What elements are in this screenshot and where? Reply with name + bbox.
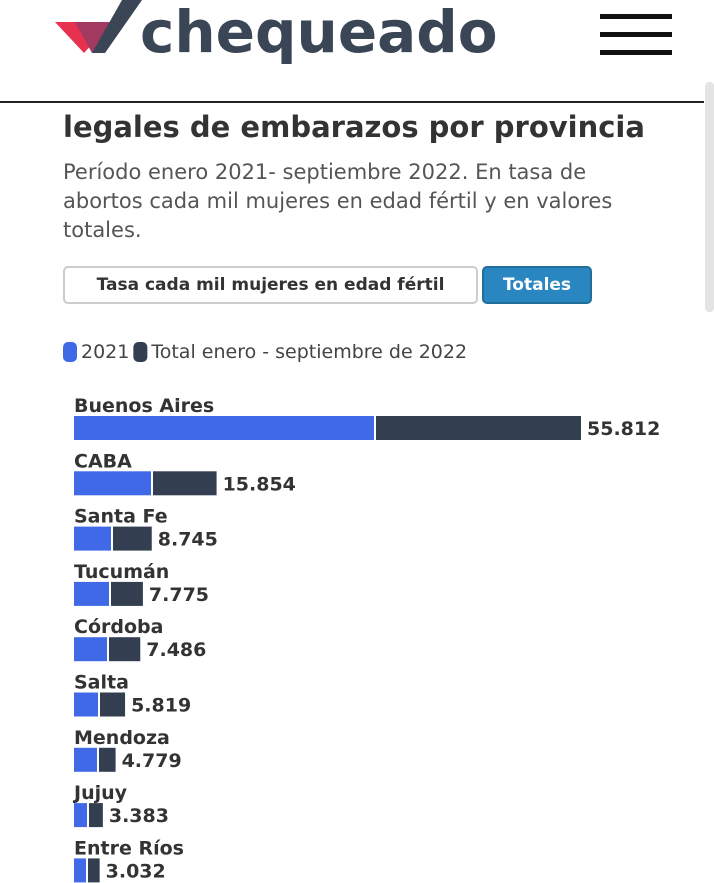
bar-segment [112, 526, 152, 551]
bar-segment [74, 803, 88, 828]
bar-segment [74, 858, 86, 883]
scrollbar[interactable] [705, 82, 714, 312]
category-label: Córdoba [74, 616, 163, 638]
total-label: 7.486 [146, 639, 206, 661]
total-label: 3.032 [106, 860, 166, 882]
bar-segment [74, 692, 99, 717]
header: chequeado [0, 0, 704, 103]
bar-segment [74, 581, 109, 606]
category-label: Mendoza [74, 727, 170, 749]
bar-segment [98, 747, 116, 772]
total-label: 15.854 [223, 473, 296, 495]
total-label: 8.745 [158, 529, 218, 551]
header-border [0, 101, 704, 103]
bar-segment [74, 637, 108, 662]
chart-subtitle: Período enero 2021- septiembre 2022. En … [63, 160, 613, 242]
total-label: 3.383 [109, 805, 169, 827]
legend-swatch [133, 342, 148, 362]
category-label: Tucumán [74, 561, 169, 583]
bar-segment [109, 637, 141, 662]
chart: 2021 Total enero - septiembre de 2022 Buen… [63, 341, 660, 883]
total-label: 7.775 [149, 584, 209, 606]
bar-segment [89, 803, 103, 828]
category-label: Jujuy [72, 782, 128, 804]
chart-title: legales de embarazos por provincia [63, 110, 645, 144]
bar-segment [87, 858, 100, 883]
logo-mark [75, 22, 112, 53]
total-label: 5.819 [131, 695, 191, 717]
legend-swatch [63, 342, 77, 362]
bar-segment [376, 416, 581, 440]
logo-text: chequeado [140, 0, 498, 66]
bar-segment [74, 416, 375, 440]
bar-segment [152, 471, 217, 496]
menu-button[interactable] [600, 14, 672, 55]
legend-label: Total enero - septiembre de 2022 [150, 341, 467, 363]
category-label: Salta [74, 672, 129, 694]
total-label: 55.812 [587, 418, 660, 440]
bar-segment [110, 581, 143, 606]
toggle-button[interactable]: Tasa cada mil mujeres en edad fértil [63, 266, 478, 304]
logo-mark [92, 0, 142, 53]
bar-segment [74, 526, 111, 551]
toggle-button-active[interactable]: Totales [482, 266, 592, 304]
legend-label: 2021 [81, 341, 129, 363]
category-label: Buenos Aires [74, 395, 214, 417]
bar-segment [74, 747, 97, 772]
bar-segment [100, 692, 126, 717]
total-label: 4.779 [122, 750, 182, 772]
category-label: Santa Fe [74, 506, 168, 528]
category-label: CABA [74, 450, 132, 472]
category-label: Entre Ríos [74, 837, 184, 859]
bar-segment [74, 471, 151, 496]
